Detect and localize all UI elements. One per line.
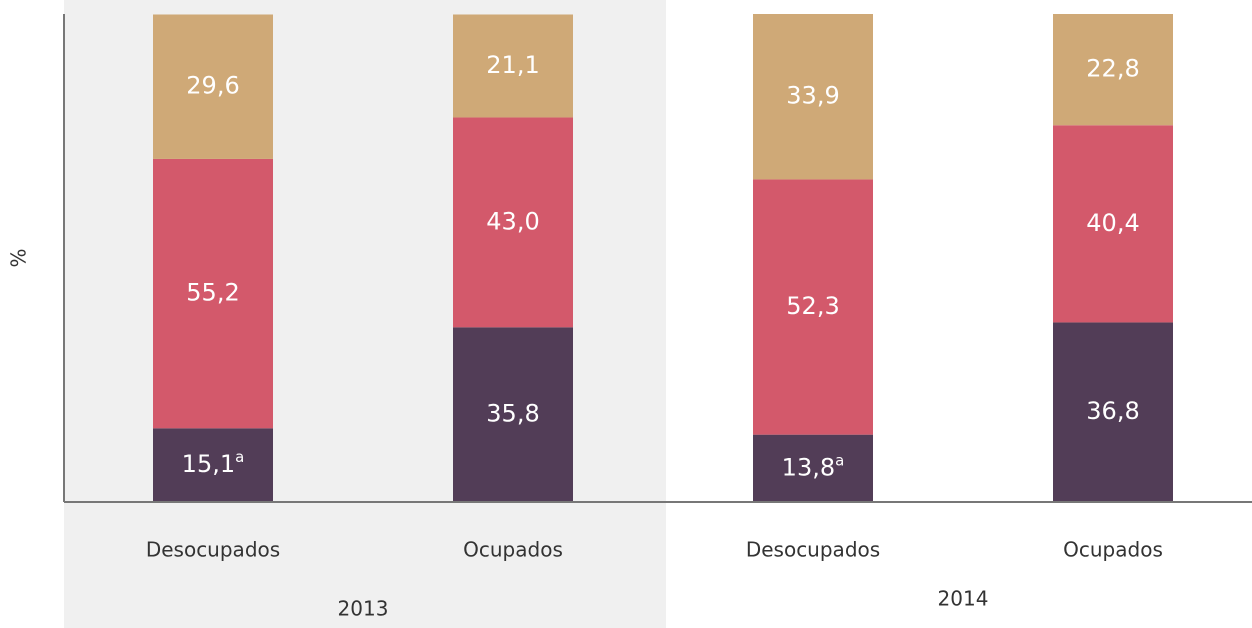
value-label: 22,8 <box>1086 55 1139 83</box>
bar-segment <box>1053 14 1173 126</box>
x-tick-label: Desocupados <box>146 538 280 562</box>
value-label-text: 15,1 <box>182 450 235 478</box>
bar-segment <box>1053 125 1173 323</box>
value-label: 35,8 <box>486 400 539 428</box>
value-label-text: 52,3 <box>786 292 839 320</box>
bar-segment <box>153 428 273 502</box>
bar-segment <box>453 117 573 328</box>
bar-segment <box>453 14 573 118</box>
value-note: a <box>835 451 844 469</box>
value-label: 55,2 <box>186 279 239 307</box>
value-label: 40,4 <box>1086 209 1139 237</box>
value-label: 36,8 <box>1086 397 1139 425</box>
value-label: 15,1a <box>182 448 245 479</box>
value-label-text: 43,0 <box>486 207 539 235</box>
group-label: 2014 <box>938 587 989 611</box>
bar-segment <box>1053 322 1173 502</box>
bar-segment <box>453 327 573 502</box>
value-label: 21,1 <box>486 51 539 79</box>
bar-segment <box>753 434 873 502</box>
bar-segment <box>753 179 873 435</box>
value-label-text: 35,8 <box>486 400 539 428</box>
value-label: 52,3 <box>786 292 839 320</box>
bar-segment <box>153 158 273 429</box>
value-label-text: 21,1 <box>486 51 539 79</box>
value-label-text: 33,9 <box>786 82 839 110</box>
group-label: 2013 <box>338 597 389 621</box>
value-label-text: 40,4 <box>1086 209 1139 237</box>
bar-segment <box>153 14 273 159</box>
x-tick-label: Ocupados <box>1063 538 1163 562</box>
value-label-text: 29,6 <box>186 72 239 100</box>
value-label-text: 55,2 <box>186 279 239 307</box>
value-label-text: 22,8 <box>1086 55 1139 83</box>
value-label: 13,8a <box>782 451 845 482</box>
x-tick-label: Ocupados <box>463 538 563 562</box>
bar-segment <box>753 14 873 180</box>
value-label: 43,0 <box>486 207 539 235</box>
value-note: a <box>235 448 244 466</box>
y-axis-label: % <box>7 248 31 267</box>
x-tick-label: Desocupados <box>746 538 880 562</box>
value-label: 33,9 <box>786 82 839 110</box>
value-label-text: 13,8 <box>782 453 835 481</box>
value-label: 29,6 <box>186 72 239 100</box>
value-label-text: 36,8 <box>1086 397 1139 425</box>
